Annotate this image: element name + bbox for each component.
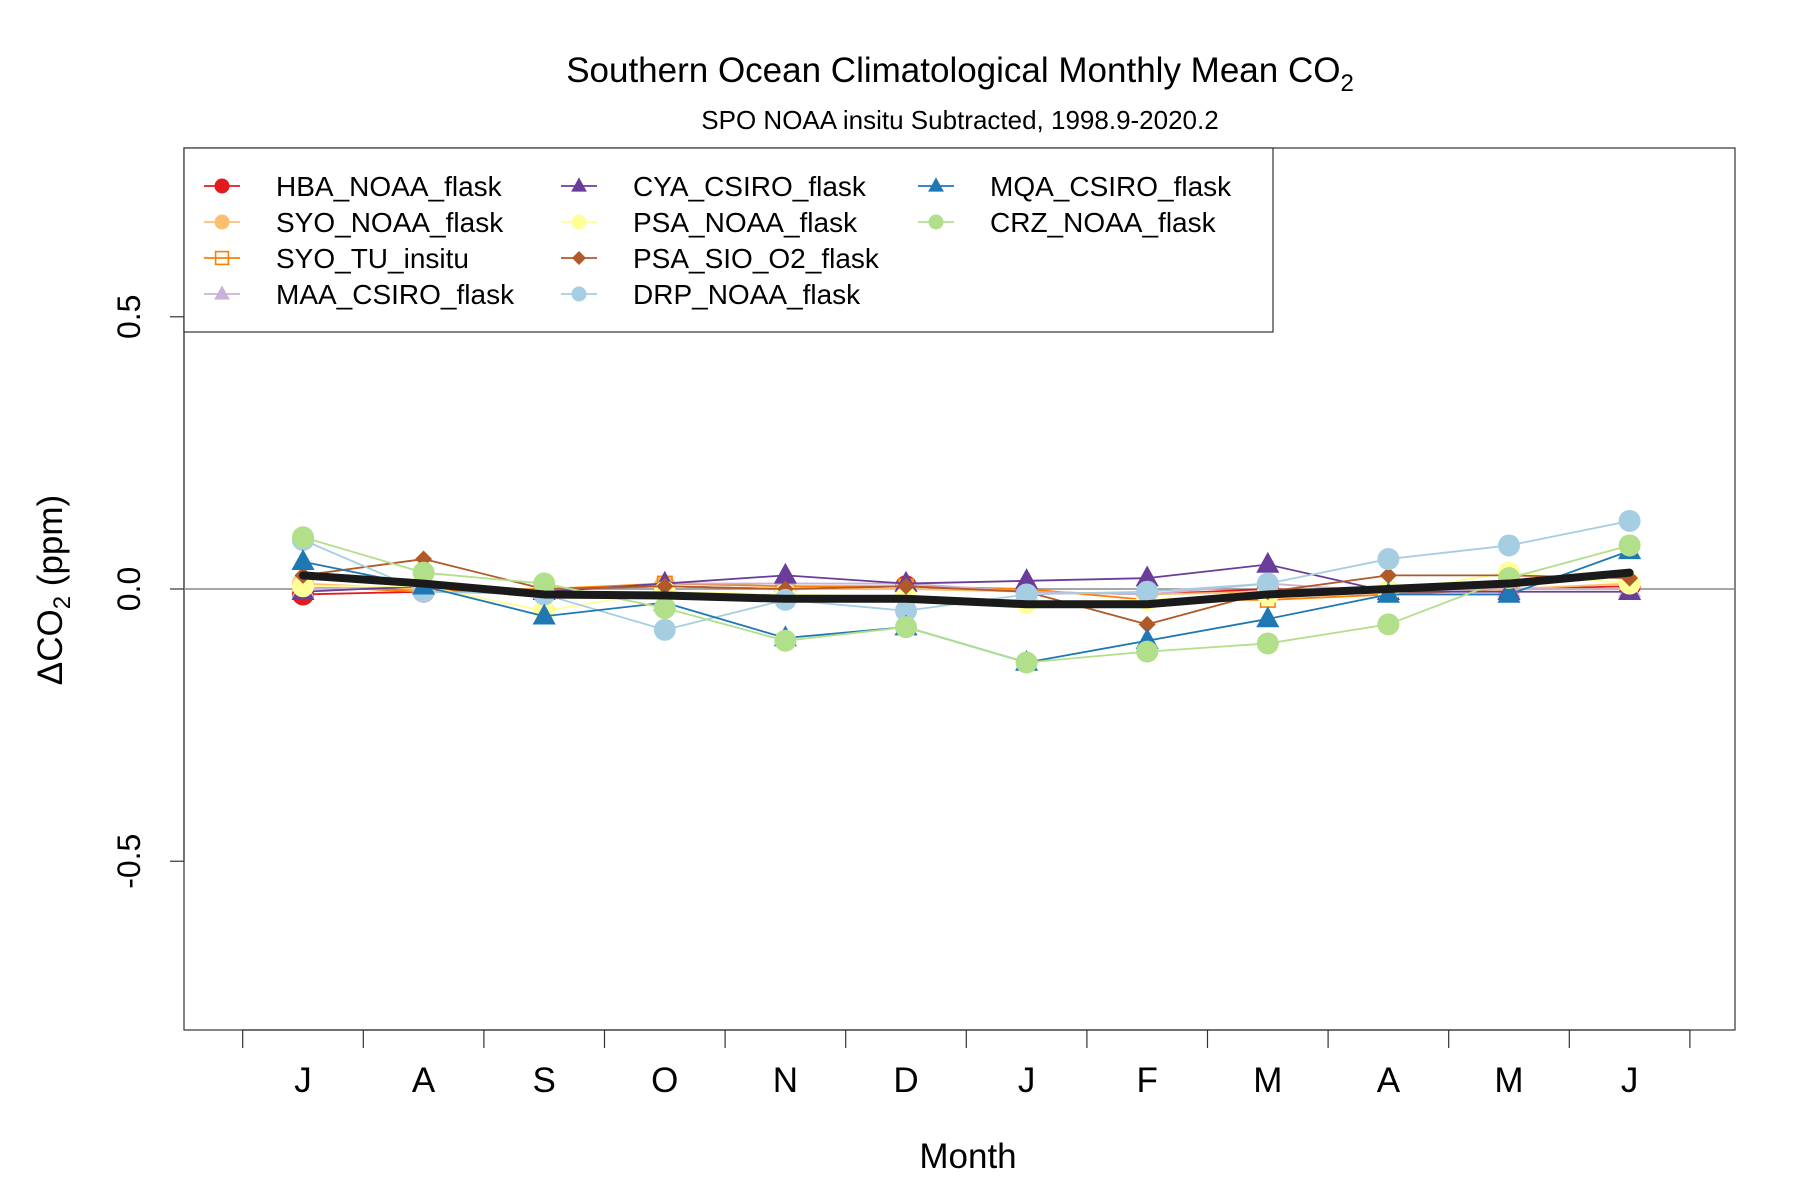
y-tick-label: 0.5: [111, 295, 147, 339]
series-point: [895, 599, 917, 622]
series-point: [773, 562, 797, 584]
x-tick-label: S: [533, 1061, 556, 1100]
legend-swatch-marker: [214, 214, 230, 230]
series-point: [653, 597, 676, 620]
legend-label: SYO_TU_insitu: [276, 243, 469, 274]
series-point: [1379, 566, 1397, 584]
series-line: [302, 558, 1631, 626]
legend-label: CYA_CSIRO_flask: [633, 171, 867, 202]
legend-swatch-marker: [571, 214, 587, 230]
legend-label: SYO_NOAA_flask: [276, 207, 504, 238]
y-axis: -0.5 0.0 0.5: [111, 295, 185, 889]
series-point: [1015, 651, 1038, 674]
legend-item: SYO_TU_insitu: [204, 243, 469, 274]
legend-label: HBA_NOAA_flask: [276, 171, 503, 202]
x-tick-label: A: [1377, 1061, 1401, 1100]
legend-label: PSA_NOAA_flask: [633, 207, 858, 238]
x-tick-label: J: [294, 1061, 312, 1100]
legend-item: CRZ_NOAA_flask: [918, 207, 1217, 238]
legend-swatch-marker: [571, 286, 587, 302]
legend-item: PSA_SIO_O2_flask: [561, 243, 880, 274]
series-point: [412, 561, 435, 584]
series-point: [1256, 606, 1280, 628]
legend-label: MQA_CSIRO_flask: [990, 171, 1232, 202]
chart-subtitle: SPO NOAA insitu Subtracted, 1998.9-2020.…: [701, 105, 1218, 135]
x-tick-label: M: [1494, 1061, 1523, 1100]
y-axis-label: ΔCO2 (ppm): [31, 495, 76, 685]
plot-area: [184, 509, 1735, 674]
series-point: [774, 629, 797, 652]
x-tick-label: A: [412, 1061, 436, 1100]
legend-swatch-marker: [928, 214, 944, 230]
chart-title: Southern Ocean Climatological Monthly Me…: [566, 51, 1354, 97]
legend-swatch-marker: [571, 177, 587, 192]
series-point: [895, 616, 917, 639]
series-point: [1015, 583, 1038, 606]
legend-swatch-marker: [214, 178, 230, 194]
series-point: [1256, 632, 1279, 655]
series-point: [1377, 548, 1400, 571]
legend-item: MAA_CSIRO_flask: [204, 279, 515, 310]
legend-swatch-marker: [214, 285, 230, 300]
series-point: [533, 572, 556, 595]
legend-item: CYA_CSIRO_flask: [561, 171, 867, 202]
legend-label: MAA_CSIRO_flask: [276, 279, 515, 310]
x-tick-label: D: [893, 1061, 918, 1100]
x-tick-label: J: [1621, 1061, 1639, 1100]
legend-item: SYO_NOAA_flask: [204, 207, 504, 238]
series-point: [653, 618, 676, 641]
series-point: [292, 526, 314, 549]
series-point: [292, 575, 314, 598]
series-point: [1015, 568, 1039, 590]
series-point: [1618, 509, 1641, 532]
series-point: [1498, 534, 1520, 557]
series-point: [1497, 581, 1521, 603]
legend-item: HBA_NOAA_flask: [204, 171, 503, 202]
x-tick-label: J: [1018, 1061, 1036, 1100]
x-tick-label: O: [651, 1061, 678, 1100]
series-point: [1136, 580, 1159, 603]
series: [292, 526, 1641, 674]
series-point: [1135, 565, 1159, 587]
y-tick-label: -0.5: [111, 834, 147, 889]
legend-swatch-marker: [214, 250, 230, 266]
series-line: [299, 568, 1634, 609]
legend-swatch-marker: [928, 177, 944, 192]
x-tick-label: F: [1137, 1061, 1158, 1100]
legend-label: PSA_SIO_O2_flask: [633, 243, 880, 274]
legend-swatch-marker: [572, 251, 586, 265]
series-point: [1138, 615, 1156, 633]
series-point: [1256, 551, 1280, 573]
series-point: [291, 549, 315, 571]
series-point: [1256, 572, 1279, 595]
series-point: [532, 603, 556, 625]
series-point: [1136, 640, 1159, 663]
x-tick-label: M: [1253, 1061, 1282, 1100]
legend-item: PSA_NOAA_flask: [561, 207, 858, 238]
legend-box: [183, 147, 1274, 333]
legend-item: DRP_NOAA_flask: [561, 279, 861, 310]
legend-label: DRP_NOAA_flask: [633, 279, 861, 310]
series-point: [656, 577, 674, 595]
series: [299, 568, 1634, 609]
series-line: [302, 549, 1631, 664]
series-line: [302, 536, 1631, 664]
legend-item: MQA_CSIRO_flask: [918, 171, 1232, 202]
series-point: [897, 577, 915, 595]
y-tick-label: 0.0: [111, 567, 147, 611]
x-tick-label: N: [773, 1061, 798, 1100]
legend-label: CRZ_NOAA_flask: [990, 207, 1217, 238]
x-axis-label: Month: [919, 1137, 1016, 1176]
series-point: [1377, 613, 1400, 636]
legend: HBA_NOAA_flask SYO_NOAA_flask SYO_TU_insit…: [183, 147, 1274, 333]
series-point: [1618, 534, 1641, 557]
